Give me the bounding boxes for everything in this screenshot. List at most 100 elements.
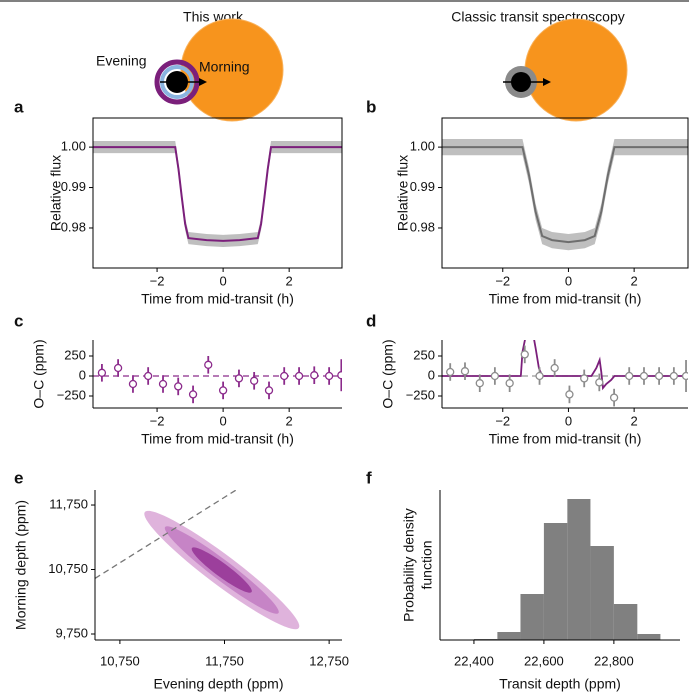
panel-letter: a [14, 97, 24, 116]
plot-area [93, 356, 342, 404]
data-point [639, 371, 649, 381]
star [180, 18, 284, 122]
y-tick-label: 250 [64, 347, 86, 362]
data-point [681, 371, 688, 381]
x-tick-label: 0 [219, 413, 226, 428]
panel-letter: b [366, 97, 376, 116]
noise-band [93, 141, 342, 247]
y-axis-title: Morning depth (ppm) [13, 500, 29, 630]
data-point [294, 371, 304, 381]
x-tick-label: 2 [631, 273, 638, 288]
data-point [188, 390, 198, 399]
x-tick-label: −2 [495, 273, 510, 288]
arrow-head [543, 78, 551, 86]
data-point [580, 374, 589, 383]
plot-area [473, 499, 661, 640]
column-title: Classic transit spectroscopy [451, 9, 625, 25]
data-point [446, 367, 455, 377]
data-point [143, 371, 153, 381]
data-point [204, 360, 213, 369]
y-tick-label: 1.00 [410, 139, 435, 154]
panel-letter: c [14, 311, 23, 330]
histogram-bar [520, 594, 544, 640]
y-tick-label: −250 [406, 387, 435, 402]
y-tick-label: 9,750 [55, 625, 88, 640]
data-point [324, 371, 334, 381]
x-tick-label: 10,750 [100, 653, 140, 668]
x-tick-label: 12,750 [309, 653, 349, 668]
y-tick-label: 0.98 [410, 219, 435, 234]
plot-area [93, 141, 342, 247]
data-point [535, 371, 544, 381]
x-tick-label: 2 [286, 413, 293, 428]
x-tick-label: −2 [150, 273, 165, 288]
y-axis-title: Relative flux [48, 155, 64, 231]
histogram-bar [590, 546, 614, 640]
x-tick-label: 22,600 [524, 653, 564, 668]
axes-frame [441, 117, 689, 269]
data-point [609, 393, 619, 402]
x-tick-label: −2 [495, 413, 510, 428]
data-point [654, 371, 664, 381]
evening-label: Evening [96, 53, 147, 69]
x-tick-label: 0 [219, 273, 226, 288]
histogram-bar [613, 604, 638, 640]
y-tick-label: 0.99 [61, 179, 86, 194]
x-tick-label: 22,400 [454, 653, 494, 668]
panel-letter: d [366, 311, 376, 330]
data-point [337, 371, 342, 380]
x-axis-title: Time from mid-transit (h) [489, 291, 642, 307]
y-axis-title: Probability density [401, 508, 417, 622]
data-point [625, 371, 634, 381]
x-axis-title: Transit depth (ppm) [499, 676, 621, 692]
y-tick-label: −250 [57, 387, 86, 402]
y-tick-label: 10,750 [48, 561, 88, 576]
data-point [250, 376, 259, 385]
plot-area [442, 139, 688, 251]
y-tick-label: 0 [79, 367, 86, 382]
y-axis-title: O–C (ppm) [31, 339, 47, 408]
x-tick-label: 11,750 [205, 653, 244, 668]
y-axis-title: Relative flux [395, 155, 411, 231]
histogram-bar [497, 632, 521, 640]
data-point [310, 371, 319, 380]
data-point [280, 371, 289, 381]
model-line [93, 146, 342, 242]
model-line [442, 146, 688, 244]
diagram-right [503, 18, 628, 122]
data-point [475, 379, 484, 388]
reference-line [95, 490, 238, 579]
x-tick-label: −2 [150, 413, 165, 428]
x-axis-title: Time from mid-transit (h) [141, 291, 294, 307]
data-point [158, 379, 168, 389]
data-point [505, 379, 514, 388]
model-line [442, 340, 688, 391]
x-axis-title: Time from mid-transit (h) [141, 431, 294, 447]
histogram-bar [637, 634, 661, 640]
x-tick-label: 0 [565, 273, 572, 288]
data-point [490, 371, 500, 381]
x-tick-label: 22,800 [594, 653, 634, 668]
plot-area [442, 340, 688, 407]
x-tick-label: 0 [565, 413, 572, 428]
histogram-bar [543, 523, 568, 640]
data-point [218, 386, 228, 395]
arrow-head [199, 78, 207, 86]
data-point [264, 386, 274, 395]
panel-letter: e [14, 468, 23, 487]
data-point [520, 350, 529, 359]
y-axis-title: function [419, 540, 435, 589]
x-tick-label: 2 [286, 273, 293, 288]
noise-band [442, 139, 688, 251]
y-tick-label: 1.00 [61, 139, 86, 154]
panel-letter: f [366, 468, 372, 487]
histogram-bar [567, 499, 591, 640]
y-tick-label: 0 [428, 367, 435, 382]
data-point [550, 363, 559, 373]
morning-label: Morning [199, 59, 250, 75]
data-point [234, 374, 244, 383]
data-point [565, 390, 574, 399]
axes-frame [92, 117, 343, 269]
y-tick-label: 0.98 [61, 219, 86, 234]
